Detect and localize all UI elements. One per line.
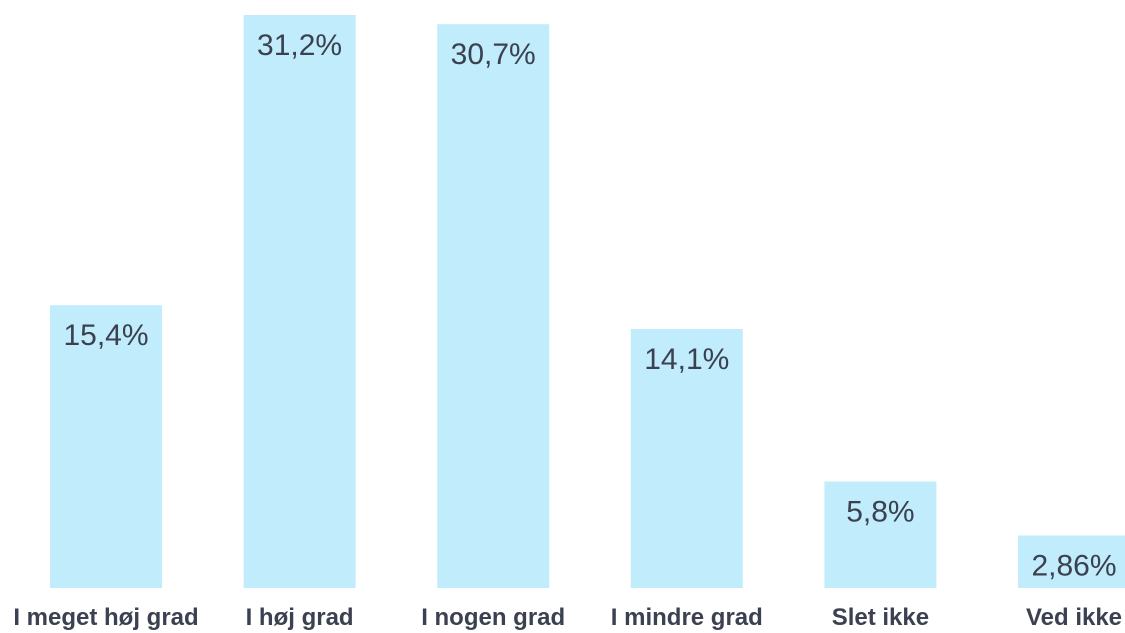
category-label-5: Slet ikke bbox=[832, 604, 929, 631]
bar-value-label-1: 15,4% bbox=[63, 319, 148, 352]
bar-value-label-2: 31,2% bbox=[257, 29, 342, 62]
category-label-4: I mindre grad bbox=[611, 604, 763, 631]
bar-2 bbox=[243, 15, 356, 588]
category-label-6: Ved ikke bbox=[1026, 604, 1122, 631]
category-labels-group: I meget høj grad I høj grad I nogen grad I … bbox=[13, 604, 1122, 631]
bar-value-label-6: 2,86% bbox=[1031, 550, 1116, 583]
bar-4 bbox=[630, 329, 743, 588]
bar-5 bbox=[824, 481, 937, 588]
bar-value-label-4: 14,1% bbox=[644, 343, 729, 376]
category-label-3: I nogen grad bbox=[421, 604, 565, 631]
bar-1 bbox=[50, 305, 162, 588]
category-label-2: I høj grad bbox=[246, 604, 354, 631]
bar-value-label-5: 5,8% bbox=[846, 496, 914, 529]
category-label-1: I meget høj grad bbox=[13, 604, 198, 631]
bar-3 bbox=[437, 24, 550, 588]
bars-group bbox=[50, 15, 1125, 588]
bar-6 bbox=[1018, 535, 1125, 588]
value-labels-group: 15,4% 31,2% 30,7% 14,1% 5,8% 2,86% bbox=[63, 29, 1116, 583]
bar-value-label-3: 30,7% bbox=[451, 38, 536, 71]
